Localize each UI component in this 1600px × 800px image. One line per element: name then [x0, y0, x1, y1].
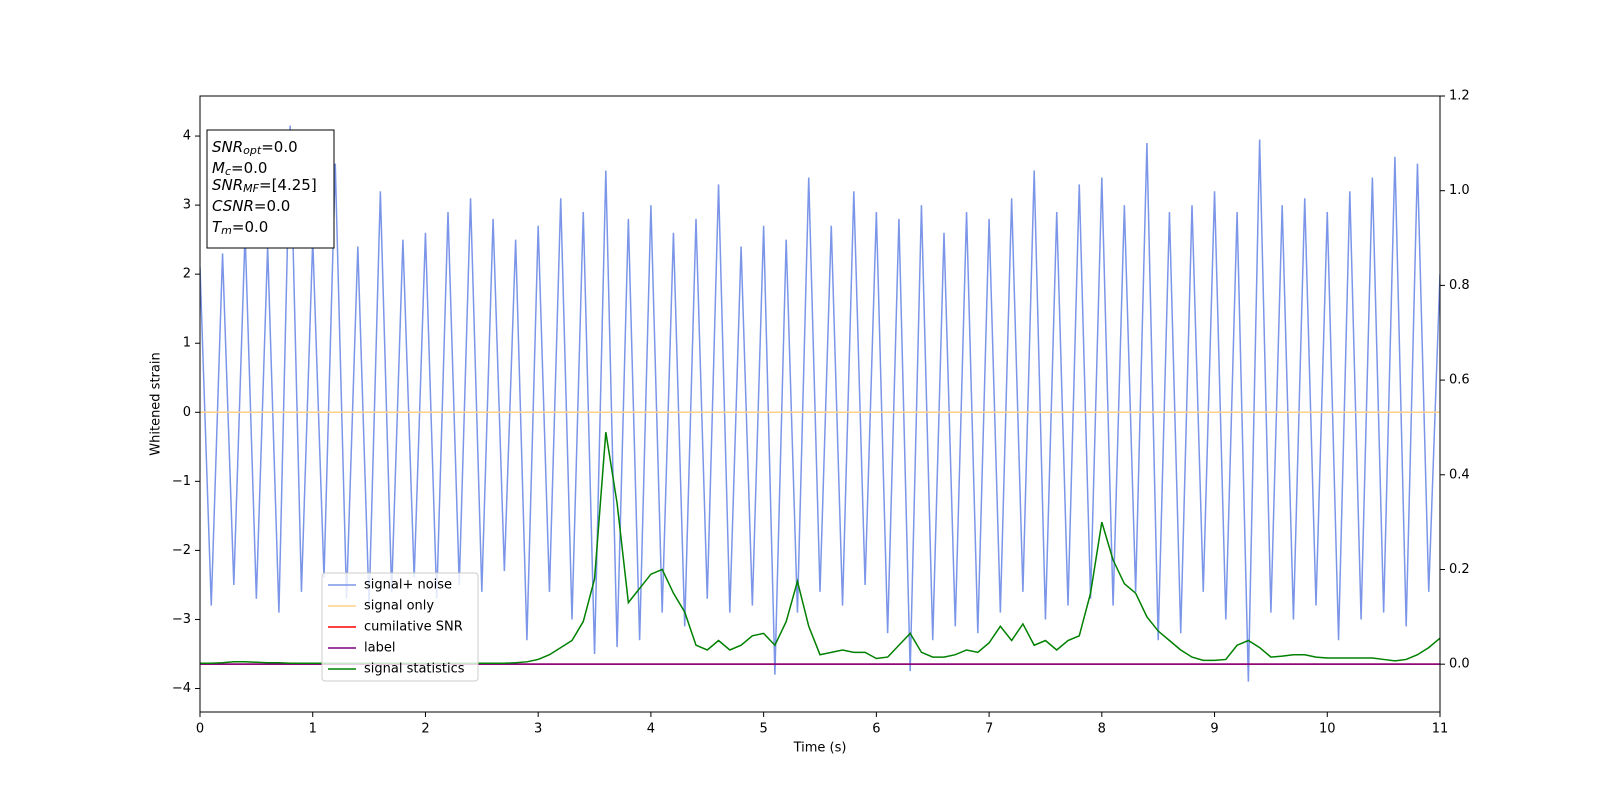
legend-label: signal statistics	[364, 662, 465, 677]
legend-label: cumilative SNR	[364, 620, 463, 635]
legend-frame	[321, 572, 479, 682]
y2-tick-label: 0.4	[1449, 467, 1470, 482]
x-tick-label: 8	[1098, 722, 1106, 737]
x-tick-label: 11	[1432, 722, 1449, 737]
y2-tick-label: 0.6	[1449, 373, 1470, 388]
legend-label: signal only	[364, 599, 434, 614]
y-tick-label: −1	[172, 474, 191, 489]
y2-tick-label: 1.0	[1449, 183, 1470, 198]
y2-tick-label: 0.2	[1449, 562, 1470, 577]
x-axis-label: Time (s)	[793, 741, 847, 756]
y-axis-label: Whitened strain	[149, 352, 164, 455]
annotation-text: SNRMF=[4.25]	[212, 176, 317, 196]
y-tick-label: 4	[183, 129, 191, 144]
y-tick-label: −4	[172, 681, 191, 696]
annotation-main: T	[212, 218, 223, 236]
x-tick-label: 3	[534, 722, 542, 737]
y-tick-label: 3	[183, 198, 191, 213]
x-tick-label: 10	[1319, 722, 1336, 737]
annotation-rest: =[4.25]	[259, 176, 317, 194]
annotation-main: CSNR	[212, 197, 254, 215]
x-tick-label: 4	[647, 722, 655, 737]
annotation-main: M	[212, 159, 225, 177]
legend: signal+ noise signal only cumilative SNR la…	[321, 572, 479, 682]
legend-label: signal+ noise	[364, 578, 452, 593]
annotation-sub: c	[225, 165, 231, 178]
annotation-sub: MF	[243, 182, 259, 195]
y-tick-label: −2	[172, 543, 191, 558]
y2-tick-label: 0.8	[1449, 278, 1470, 293]
annotation-rest: =0.0	[232, 218, 268, 236]
annotation-rest: =0.0	[231, 159, 267, 177]
y2-tick-label: 1.2	[1449, 89, 1470, 104]
x-tick-label: 5	[759, 722, 767, 737]
annotation-rest: =0.0	[254, 197, 290, 215]
legend-label: label	[364, 641, 395, 656]
x-tick-label: 2	[421, 722, 429, 737]
annotation-sub: opt	[243, 144, 262, 157]
annotation-rest: =0.0	[261, 138, 297, 156]
series-line	[200, 125, 1440, 682]
y-tick-label: −3	[172, 612, 191, 627]
x-tick-label: 1	[309, 722, 317, 737]
annotation-text: Tm=0.0	[212, 218, 268, 238]
annotation-sub: m	[221, 224, 232, 237]
y-tick-label: 2	[183, 267, 191, 282]
x-tick-label: 9	[1210, 722, 1218, 737]
x-tick-label: 0	[196, 722, 204, 737]
annotation-main: SNR	[212, 176, 243, 194]
annotation-text: Mc=0.0	[212, 159, 267, 179]
annotation-text: CSNR=0.0	[212, 197, 290, 215]
annotation-box: SNRopt=0.0Mc=0.0SNRMF=[4.25]CSNR=0.0Tm=0…	[206, 129, 335, 249]
x-tick-label: 7	[985, 722, 993, 737]
y2-tick-label: 0.0	[1449, 657, 1470, 672]
annotation-frame	[206, 129, 335, 249]
y-tick-label: 1	[183, 336, 191, 351]
annotation-main: SNR	[212, 138, 243, 156]
x-tick-label: 6	[872, 722, 880, 737]
plot-frame	[199, 95, 1441, 713]
y-tick-label: 0	[183, 405, 191, 420]
annotation-text: SNRopt=0.0	[212, 138, 298, 158]
